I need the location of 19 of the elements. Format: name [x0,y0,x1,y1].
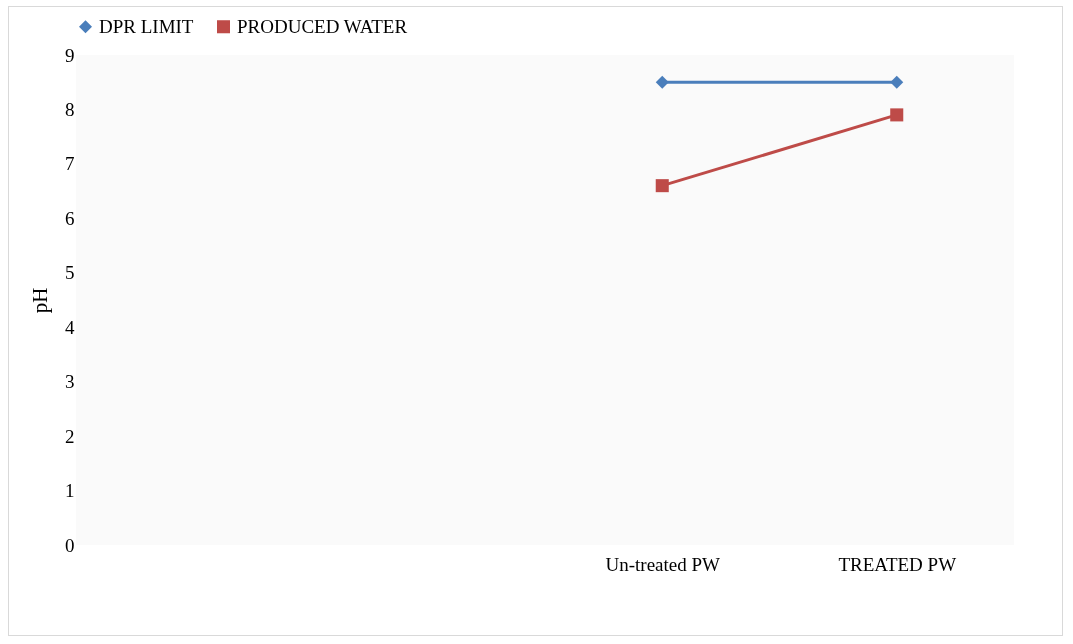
y-tick-label: 8 [65,98,75,120]
y-tick-label: 6 [65,207,75,229]
point [655,179,669,193]
point [890,108,904,122]
legend-label: DPR LIMIT [99,15,194,37]
point [890,75,904,89]
y-axis-title: pH [28,287,52,314]
y-tick-label: 4 [65,316,75,338]
x-tick-label: TREATED PW [838,553,957,575]
y-tick-label: 5 [65,262,75,284]
y-tick-label: 1 [65,480,75,502]
x-tick-label: Un-treated PW [605,553,721,575]
y-tick-label: 2 [65,425,75,447]
point [655,75,669,89]
y-tick-label: 0 [65,534,75,556]
y-tick-label: 7 [65,153,75,175]
y-tick-label: 3 [65,371,75,393]
legend-label: PRODUCED WATER [237,15,408,37]
y-tick-label: 9 [65,44,75,66]
